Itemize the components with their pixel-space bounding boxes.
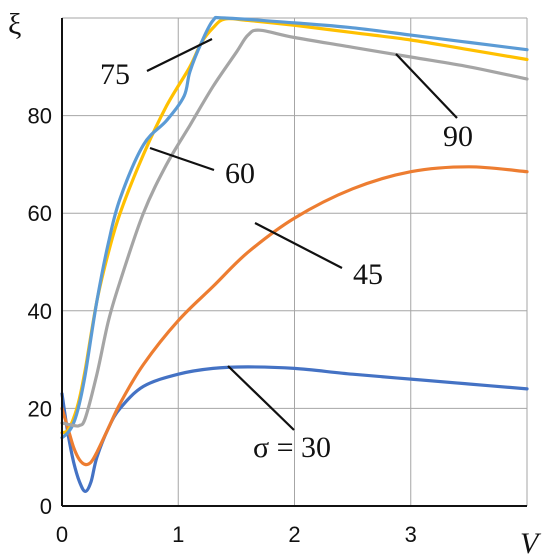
leader-line-90	[395, 53, 458, 119]
leader-line-60	[149, 146, 215, 172]
series-lines	[60, 15, 529, 493]
x-axis-label: V	[520, 527, 542, 559]
y-tick-label: 20	[28, 396, 52, 421]
y-tick-label: 0	[40, 494, 52, 519]
leader-line-45	[254, 222, 343, 269]
y-axis-label: ξ	[8, 8, 21, 41]
series-line-45	[60, 165, 529, 467]
y-tick-label: 40	[28, 299, 52, 324]
tick-labels: 0 1 2 3 0 20 40 60 80	[28, 104, 417, 547]
x-tick-label: 0	[56, 522, 68, 547]
leader-line-75	[146, 38, 213, 72]
series-label-30: σ = 30	[253, 431, 331, 464]
x-tick-label: 3	[405, 522, 417, 547]
x-tick-label: 2	[288, 522, 300, 547]
axes	[61, 18, 527, 507]
series-label-75: 75	[100, 58, 130, 91]
leader-line-30	[227, 365, 295, 431]
series-label-60: 60	[225, 157, 255, 190]
y-tick-label: 80	[28, 104, 52, 129]
series-line-75	[60, 15, 529, 440]
annotation-leaders	[146, 38, 458, 431]
series-label-45: 45	[353, 258, 383, 291]
y-tick-label: 60	[28, 201, 52, 226]
series-line-30	[60, 365, 529, 493]
series-line-90	[60, 28, 529, 428]
series-label-90: 90	[443, 120, 473, 153]
grid-lines	[62, 17, 528, 506]
x-tick-label: 1	[172, 522, 184, 547]
annotation-labels: σ = 30 45 60 75 90	[100, 58, 473, 464]
